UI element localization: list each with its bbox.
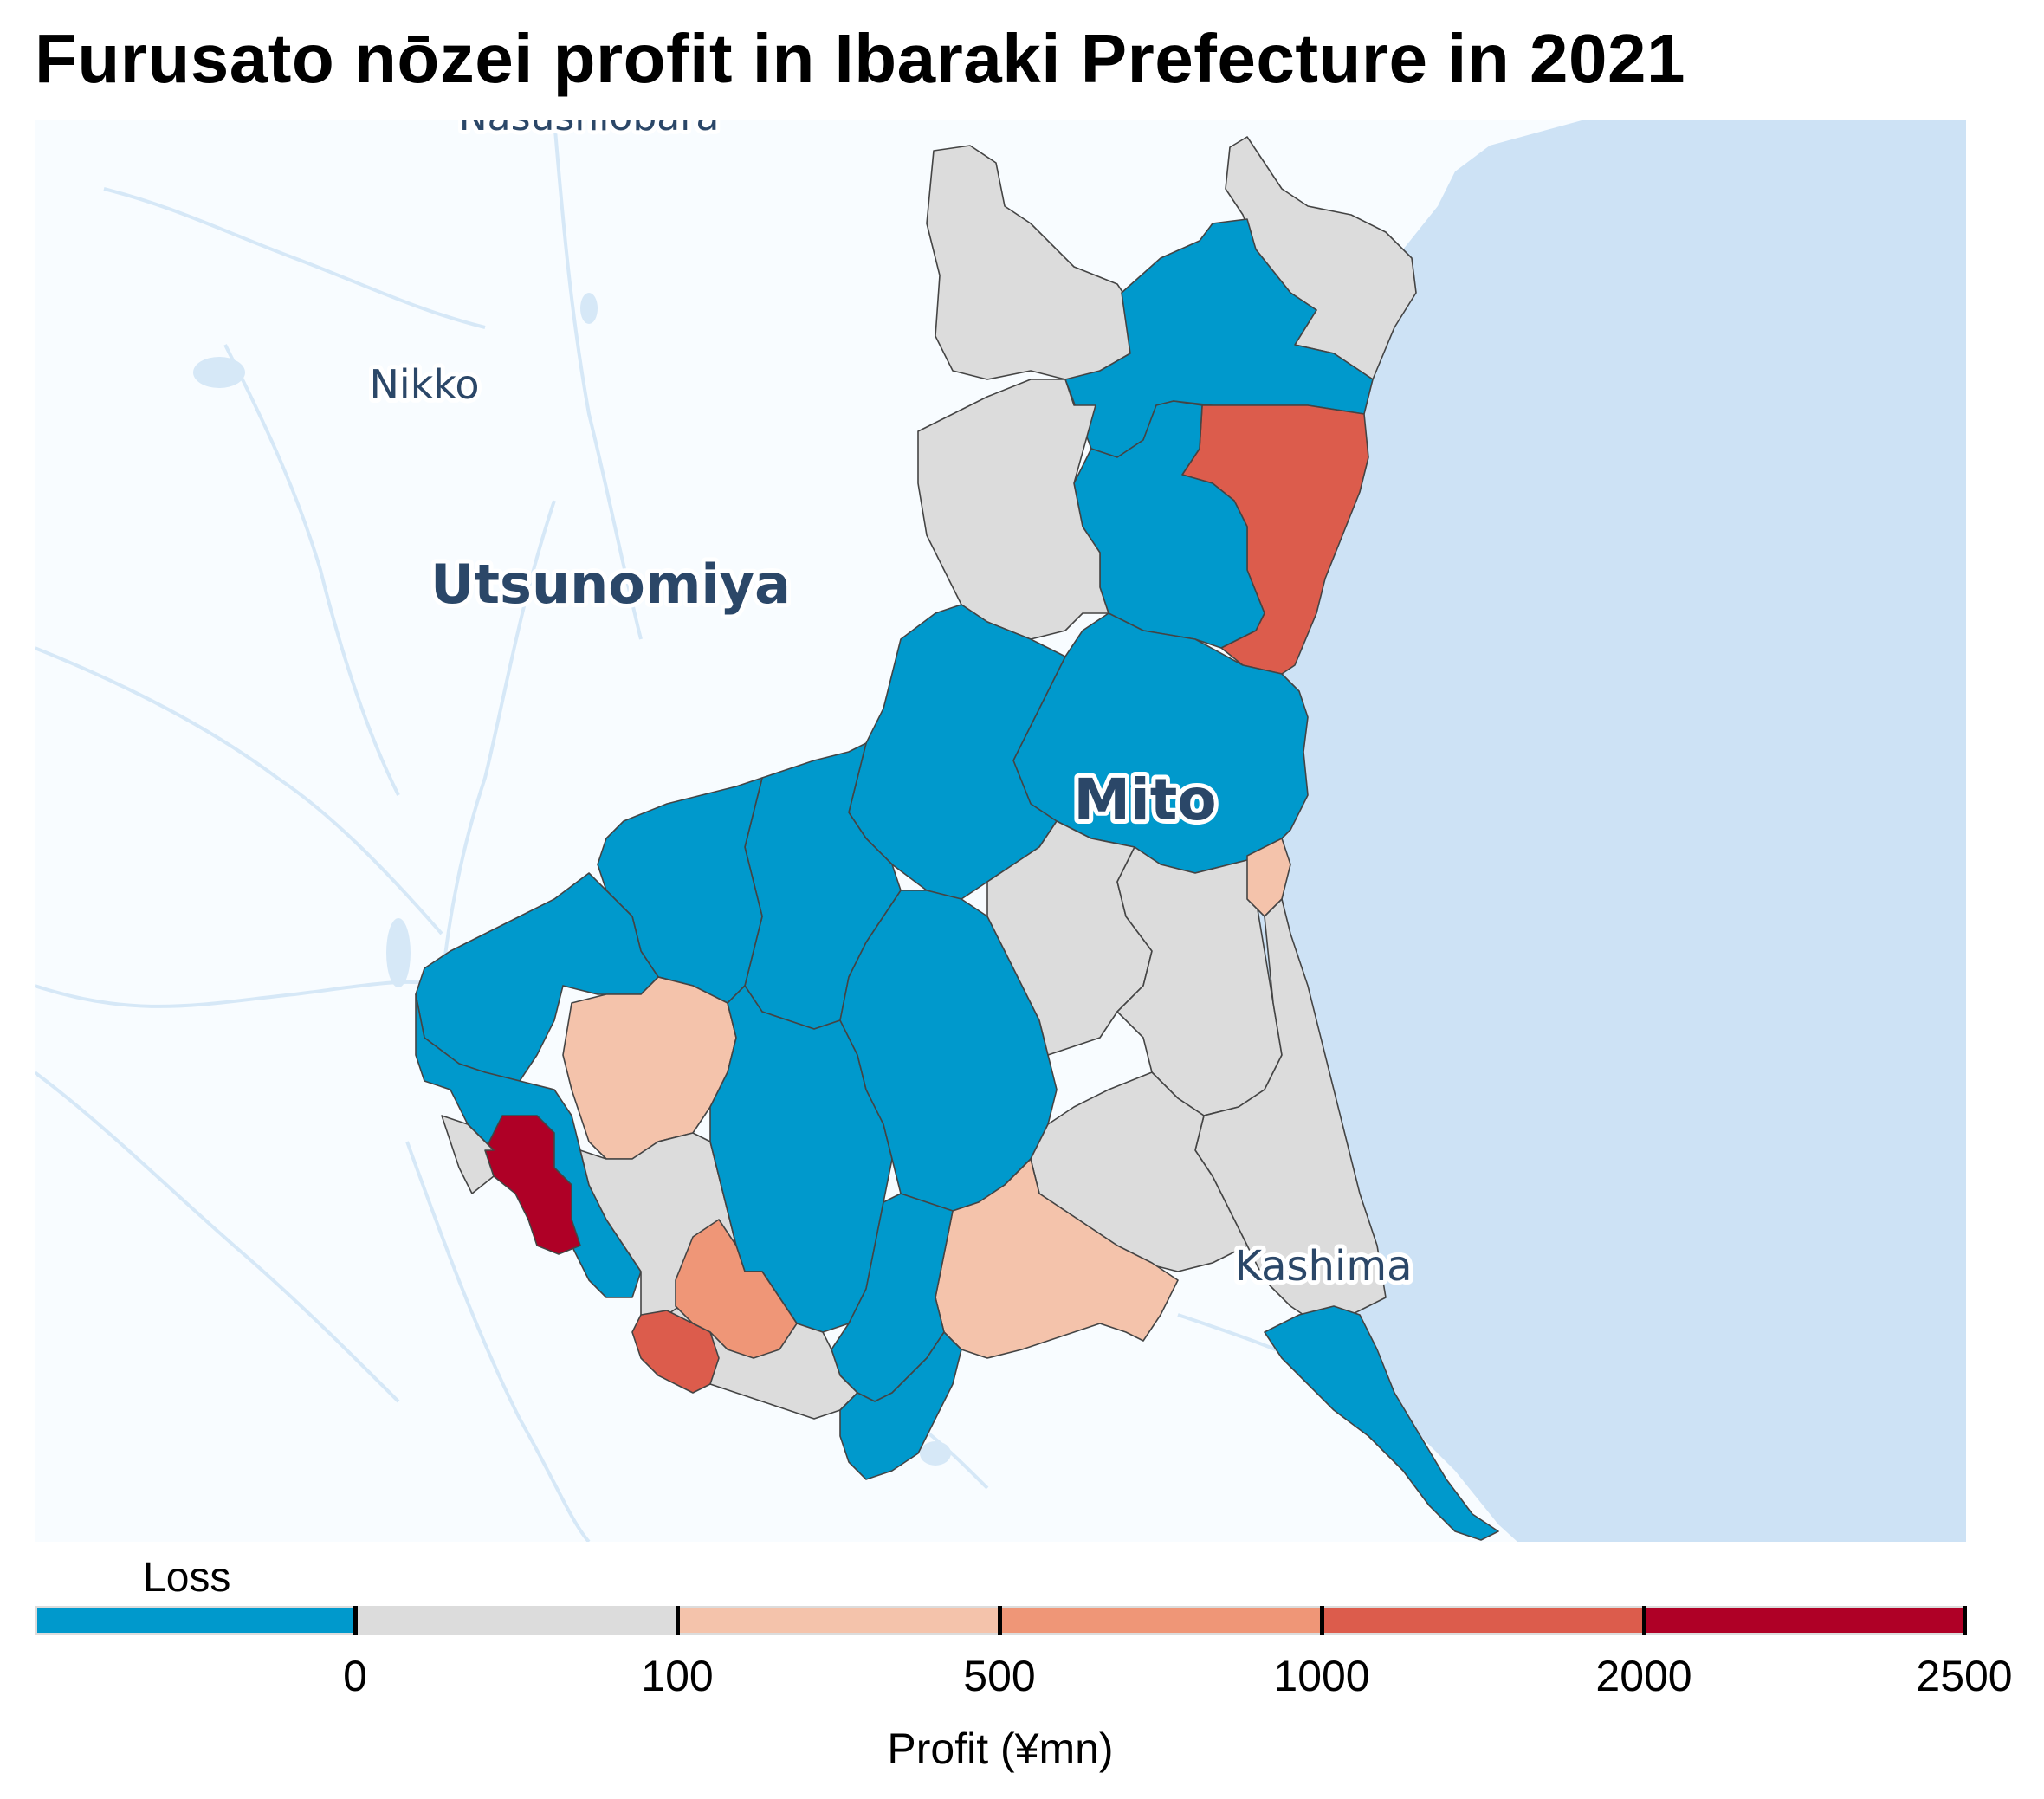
colorbar-tick-label-2500: 2500 — [1916, 1652, 2013, 1700]
label-nikko: Nikko — [370, 361, 480, 408]
choropleth-map: Nasushiobara Nikko Utsunomiya Mito Kashi… — [35, 120, 1966, 1542]
colorbar-tick-1000 — [1320, 1606, 1324, 1635]
region-goka — [441, 1115, 495, 1194]
basemap-lakes — [193, 293, 951, 1466]
colorbar-segment-1000-2000 — [1320, 1608, 1642, 1633]
colorbar-segment-2000-2500 — [1641, 1608, 1963, 1633]
colorbar-tick-label-2000: 2000 — [1595, 1652, 1692, 1700]
region-moriya — [631, 1310, 720, 1394]
colorbar-segment-loss — [37, 1608, 355, 1633]
colorbar-tick-2000 — [1642, 1606, 1646, 1635]
region-shimotsuma — [562, 976, 737, 1160]
colorbar-tick-label-100: 100 — [641, 1652, 714, 1700]
colorbar-tick-label-500: 500 — [963, 1652, 1036, 1700]
colorbar-tick-label-1000: 1000 — [1273, 1652, 1370, 1700]
label-utsunomiya: Utsunomiya — [430, 553, 791, 616]
label-kashima: Kashima — [1235, 1242, 1413, 1291]
region-tsukubamirai — [675, 1219, 798, 1359]
region-hitachiomiya — [917, 379, 1109, 640]
colorbar-segment-500-1000 — [998, 1608, 1321, 1633]
colorbar-tick-2500 — [1963, 1606, 1967, 1635]
colorbar-tick-100 — [676, 1606, 680, 1635]
colorbar-segment-100-500 — [676, 1608, 999, 1633]
label-mito: Mito — [1073, 767, 1216, 833]
municipalities — [415, 136, 1499, 1541]
colorbar-tick-label-0: 0 — [343, 1652, 367, 1700]
region-hokota-north — [1246, 838, 1291, 917]
colorbar-segment-0-100 — [354, 1608, 677, 1633]
region-kamisu — [1264, 1305, 1499, 1541]
sea-area — [1213, 120, 1966, 1542]
colorbar-axis-label: Profit (¥mn) — [887, 1725, 1114, 1773]
legend-loss-label: Loss — [143, 1555, 231, 1601]
region-ishioka — [839, 890, 1058, 1212]
map-title: Furusato nōzei profit in Ibaraki Prefect… — [35, 20, 1685, 97]
region-kawachi — [839, 1331, 962, 1480]
colorbar-tick-0 — [353, 1606, 358, 1635]
region-hokota — [1194, 898, 1387, 1324]
label-nasushiobara: Nasushiobara — [459, 120, 720, 139]
colorbar-tick-500 — [998, 1606, 1002, 1635]
